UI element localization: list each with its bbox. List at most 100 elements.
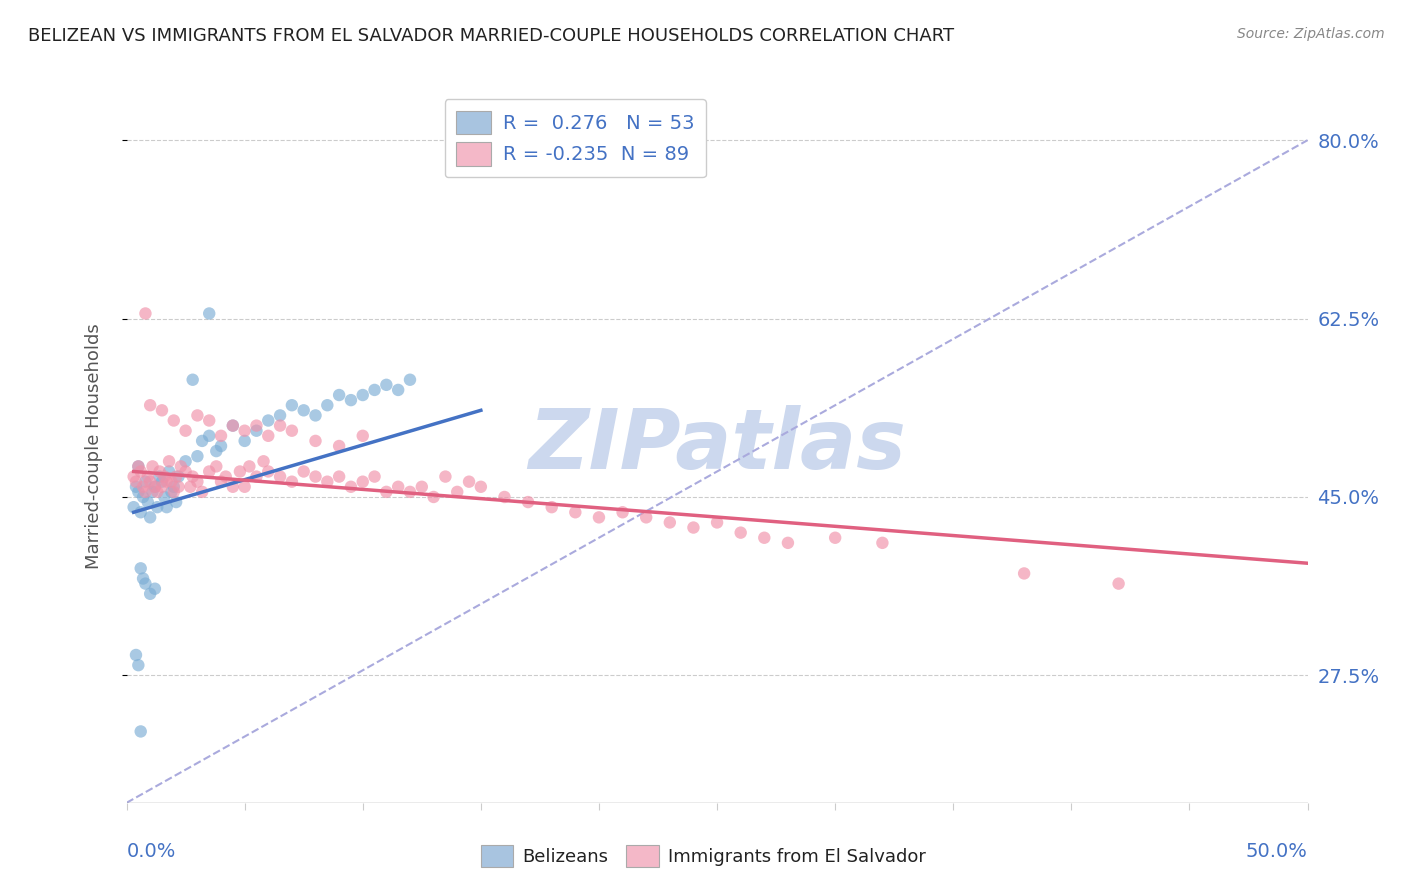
Point bbox=[129, 465, 152, 479]
Point bbox=[281, 475, 304, 489]
Point bbox=[143, 582, 166, 596]
Y-axis label: Married-couple Households: Married-couple Households bbox=[84, 323, 103, 569]
Point bbox=[157, 465, 180, 479]
Point bbox=[636, 510, 658, 524]
Point bbox=[198, 306, 221, 320]
Point bbox=[167, 469, 190, 483]
Point bbox=[150, 403, 173, 417]
Point bbox=[174, 454, 197, 468]
Point bbox=[252, 454, 274, 468]
Point bbox=[146, 484, 169, 499]
Point bbox=[340, 480, 363, 494]
Point bbox=[233, 434, 256, 448]
Point bbox=[163, 480, 186, 494]
Point bbox=[470, 480, 492, 494]
Text: ZIPatlas: ZIPatlas bbox=[529, 406, 905, 486]
Point bbox=[754, 531, 776, 545]
Point bbox=[446, 484, 468, 499]
Point bbox=[132, 572, 155, 586]
Point bbox=[134, 475, 156, 489]
Point bbox=[316, 475, 339, 489]
Point bbox=[165, 469, 187, 483]
Point bbox=[132, 480, 155, 494]
Point bbox=[494, 490, 516, 504]
Point bbox=[139, 510, 162, 524]
Point bbox=[179, 480, 201, 494]
Point bbox=[153, 490, 176, 504]
Point bbox=[328, 469, 350, 483]
Point bbox=[127, 658, 149, 673]
Point bbox=[141, 484, 163, 499]
Point bbox=[209, 439, 232, 453]
Point bbox=[245, 469, 267, 483]
Point bbox=[540, 500, 562, 515]
Point bbox=[215, 469, 238, 483]
Point bbox=[129, 505, 152, 519]
Point bbox=[872, 536, 894, 550]
Point bbox=[328, 439, 350, 453]
Point bbox=[134, 484, 156, 499]
Text: 50.0%: 50.0% bbox=[1246, 842, 1308, 861]
Point bbox=[209, 475, 232, 489]
Point bbox=[363, 383, 385, 397]
Point bbox=[281, 424, 304, 438]
Point bbox=[776, 536, 799, 550]
Point bbox=[1108, 576, 1130, 591]
Point bbox=[141, 459, 163, 474]
Point bbox=[564, 505, 586, 519]
Point bbox=[134, 576, 156, 591]
Point bbox=[238, 459, 260, 474]
Point bbox=[458, 475, 481, 489]
Point bbox=[205, 444, 228, 458]
Point bbox=[612, 505, 634, 519]
Legend: R =  0.276   N = 53, R = -0.235  N = 89: R = 0.276 N = 53, R = -0.235 N = 89 bbox=[444, 99, 706, 178]
Point bbox=[191, 434, 214, 448]
Text: BELIZEAN VS IMMIGRANTS FROM EL SALVADOR MARRIED-COUPLE HOUSEHOLDS CORRELATION CH: BELIZEAN VS IMMIGRANTS FROM EL SALVADOR … bbox=[28, 27, 955, 45]
Point bbox=[146, 500, 169, 515]
Point bbox=[129, 724, 152, 739]
Point bbox=[163, 413, 186, 427]
Point bbox=[129, 561, 152, 575]
Point bbox=[181, 373, 204, 387]
Point bbox=[125, 480, 148, 494]
Point bbox=[160, 484, 183, 499]
Point bbox=[125, 648, 148, 662]
Point bbox=[730, 525, 752, 540]
Point bbox=[269, 418, 291, 433]
Point bbox=[658, 516, 681, 530]
Point bbox=[304, 469, 326, 483]
Point bbox=[233, 424, 256, 438]
Point bbox=[127, 459, 149, 474]
Point bbox=[153, 469, 176, 483]
Point bbox=[165, 495, 187, 509]
Point bbox=[122, 469, 145, 483]
Point bbox=[149, 469, 172, 483]
Point bbox=[375, 484, 398, 499]
Point bbox=[682, 520, 704, 534]
Point bbox=[222, 418, 245, 433]
Point bbox=[304, 434, 326, 448]
Point bbox=[706, 516, 728, 530]
Point bbox=[233, 480, 256, 494]
Point bbox=[186, 409, 208, 423]
Point bbox=[411, 480, 433, 494]
Point bbox=[156, 475, 179, 489]
Point bbox=[191, 484, 214, 499]
Point bbox=[136, 469, 159, 483]
Point bbox=[222, 480, 245, 494]
Point bbox=[122, 500, 145, 515]
Point bbox=[352, 429, 374, 443]
Point bbox=[222, 418, 245, 433]
Point bbox=[174, 465, 197, 479]
Point bbox=[399, 484, 422, 499]
Text: Source: ZipAtlas.com: Source: ZipAtlas.com bbox=[1237, 27, 1385, 41]
Point bbox=[269, 469, 291, 483]
Point bbox=[150, 480, 173, 494]
Point bbox=[245, 418, 267, 433]
Point bbox=[163, 484, 186, 499]
Point bbox=[517, 495, 540, 509]
Point bbox=[198, 413, 221, 427]
Point bbox=[375, 377, 398, 392]
Point bbox=[156, 500, 179, 515]
Point bbox=[352, 388, 374, 402]
